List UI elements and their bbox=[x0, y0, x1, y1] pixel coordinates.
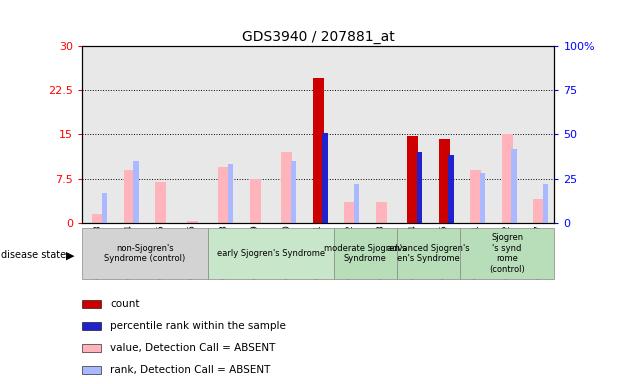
Bar bbox=[397, 228, 460, 279]
Bar bbox=[82, 322, 101, 330]
Bar bbox=[375, 202, 387, 223]
Bar bbox=[449, 155, 454, 223]
Text: advanced Sjogren's
en's Syndrome: advanced Sjogren's en's Syndrome bbox=[387, 244, 470, 263]
Bar bbox=[533, 199, 544, 223]
Bar bbox=[417, 152, 422, 223]
Bar bbox=[155, 182, 166, 223]
Bar bbox=[102, 193, 107, 223]
Bar bbox=[460, 228, 554, 279]
Bar bbox=[334, 228, 397, 279]
Bar bbox=[291, 161, 297, 223]
Text: early Sjogren's Syndrome: early Sjogren's Syndrome bbox=[217, 249, 325, 258]
Text: Sjogren
's synd
rome
(control): Sjogren 's synd rome (control) bbox=[490, 233, 525, 273]
Bar bbox=[312, 217, 324, 223]
Text: ▶: ▶ bbox=[66, 250, 74, 260]
Text: rank, Detection Call = ABSENT: rank, Detection Call = ABSENT bbox=[110, 365, 271, 375]
Bar bbox=[438, 139, 450, 223]
Bar bbox=[407, 136, 418, 223]
Bar bbox=[512, 149, 517, 223]
Bar bbox=[501, 134, 513, 223]
Bar bbox=[82, 300, 101, 308]
Text: value, Detection Call = ABSENT: value, Detection Call = ABSENT bbox=[110, 343, 276, 353]
Text: moderate Sjogren's
Syndrome: moderate Sjogren's Syndrome bbox=[324, 244, 406, 263]
Bar bbox=[228, 164, 233, 223]
Text: non-Sjogren's
Syndrome (control): non-Sjogren's Syndrome (control) bbox=[105, 244, 185, 263]
Bar bbox=[134, 161, 139, 223]
Text: count: count bbox=[110, 299, 140, 309]
Bar bbox=[480, 173, 486, 223]
Bar bbox=[123, 170, 135, 223]
Title: GDS3940 / 207881_at: GDS3940 / 207881_at bbox=[242, 30, 394, 44]
Text: percentile rank within the sample: percentile rank within the sample bbox=[110, 321, 286, 331]
Bar bbox=[249, 179, 261, 223]
Bar bbox=[322, 133, 328, 223]
Bar bbox=[186, 221, 198, 223]
Bar bbox=[281, 152, 292, 223]
Bar bbox=[344, 202, 355, 223]
Bar bbox=[208, 228, 334, 279]
Bar bbox=[92, 214, 103, 223]
Bar bbox=[312, 78, 324, 223]
Bar bbox=[82, 228, 208, 279]
Bar bbox=[82, 344, 101, 352]
Bar bbox=[470, 170, 481, 223]
Bar bbox=[82, 366, 101, 374]
Bar bbox=[543, 184, 548, 223]
Bar bbox=[354, 184, 359, 223]
Bar bbox=[218, 167, 229, 223]
Text: disease state: disease state bbox=[1, 250, 66, 260]
